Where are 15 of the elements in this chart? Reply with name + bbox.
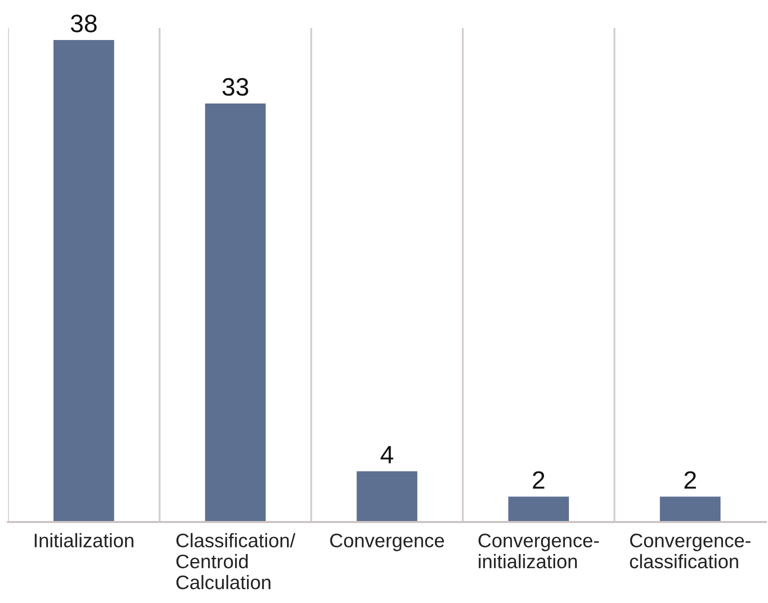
bar xyxy=(205,103,266,522)
bar xyxy=(53,40,114,522)
bar xyxy=(660,496,721,522)
x-tick-label: Convergence xyxy=(330,534,444,552)
data-label: 2 xyxy=(684,471,696,489)
data-label: 33 xyxy=(222,78,248,96)
x-tick-label: Initialization xyxy=(34,533,134,548)
x-tick-label: Classification/ Centroid Calculation xyxy=(176,533,296,590)
data-label: 4 xyxy=(380,446,394,464)
x-tick-label: Convergence- initialization xyxy=(478,534,599,568)
x-tick-label: Convergence- classification xyxy=(630,534,750,568)
data-label: 2 xyxy=(532,471,544,489)
bar xyxy=(356,471,418,522)
bar xyxy=(508,496,569,522)
data-label: 38 xyxy=(70,14,97,32)
